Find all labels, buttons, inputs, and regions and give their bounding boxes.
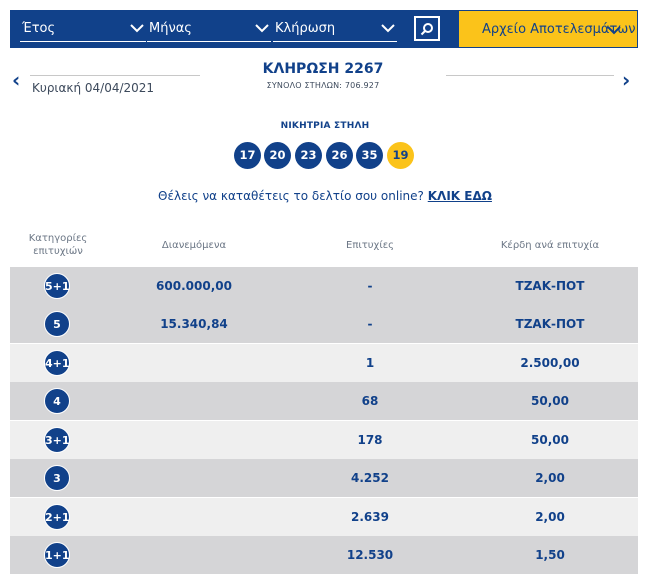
prize-cell: 1,50 <box>535 548 565 562</box>
prize-cell: 2,00 <box>535 510 565 524</box>
total-columns: ΣΥΝΟΛΟ ΣΤΗΛΩΝ: 706.927 <box>266 81 380 90</box>
cta-text: Θέλεις να καταθέτεις το δελτίο σου onlin… <box>158 189 424 203</box>
bonus-ball: 19 <box>387 142 414 169</box>
prize-cell: 50,00 <box>531 433 569 447</box>
winning-column-label: ΝΙΚΗΤΡΙΑ ΣΤΗΛΗ <box>280 121 370 131</box>
category-badge: 4+1 <box>44 350 70 376</box>
number-ball: 23 <box>295 142 322 169</box>
draw-select-label: Κλήρωση <box>275 21 336 36</box>
winners-cell: 1 <box>365 356 375 370</box>
winners-cell: 2.639 <box>351 510 389 524</box>
table-row: 4+1 1 2.500,00 <box>10 344 638 382</box>
table-row: 2+1 2.639 2,00 <box>10 498 638 536</box>
table-header: Κατηγορίες επιτυχιών Διανεμόμενα Επιτυχί… <box>10 226 638 266</box>
results-archive-button[interactable]: Αρχείο Αποτελεσμάτων <box>458 10 638 48</box>
search-icon <box>420 23 433 36</box>
table-row: 5 15.340,84 - ΤΖΑΚ-ΠΟΤ <box>10 305 638 343</box>
prize-cell: 50,00 <box>531 394 569 408</box>
chevron-right-icon[interactable]: › <box>622 68 631 92</box>
month-select[interactable]: Μήνας <box>147 18 271 42</box>
prize-cell: ΤΖΑΚ-ΠΟΤ <box>515 317 585 331</box>
distributed-cell: 600.000,00 <box>156 279 232 293</box>
category-badge: 5+1 <box>44 273 70 299</box>
header-distributed: Διανεμόμενα <box>161 240 227 251</box>
header-winners: Επιτυχίες <box>346 240 394 251</box>
draw-select[interactable]: Κλήρωση <box>273 18 397 42</box>
chevron-down-icon <box>130 24 144 33</box>
divider <box>446 75 614 76</box>
table-row: 1+1 12.530 1,50 <box>10 536 638 574</box>
table-row: 3 4.252 2,00 <box>10 459 638 497</box>
table-row: 3+1 178 50,00 <box>10 421 638 459</box>
category-badge: 3+1 <box>44 427 70 453</box>
winners-cell: 4.252 <box>351 471 389 485</box>
prize-cell: 2,00 <box>535 471 565 485</box>
filter-bar: Έτος Μήνας Κλήρωση Αρχείο Αποτελεσμάτων <box>10 10 638 48</box>
click-here-link[interactable]: ΚΛΙΚ ΕΔΩ <box>427 189 492 203</box>
chevron-down-icon <box>607 26 621 35</box>
header-category: Κατηγορίες επιτυχιών <box>28 233 88 257</box>
distributed-cell: 15.340,84 <box>160 317 228 331</box>
draw-title: ΚΛΗΡΩΣΗ 2267 <box>262 61 384 77</box>
number-ball: 35 <box>356 142 383 169</box>
category-badge: 3 <box>44 465 70 491</box>
chevron-down-icon <box>381 24 395 33</box>
results-archive-label: Αρχείο Αποτελεσμάτων <box>482 22 636 37</box>
header-prize: Κέρδη ανά επιτυχία <box>500 240 600 251</box>
prize-cell: ΤΖΑΚ-ΠΟΤ <box>515 279 585 293</box>
table-row: 5+1 600.000,00 - ΤΖΑΚ-ΠΟΤ <box>10 267 638 305</box>
number-ball: 20 <box>264 142 291 169</box>
draw-date: Κυριακή 04/04/2021 <box>32 81 155 95</box>
winners-cell: - <box>367 317 373 331</box>
month-select-label: Μήνας <box>149 21 192 36</box>
online-ticket-cta: Θέλεις να καταθέτεις το δελτίο σου onlin… <box>0 189 650 203</box>
divider <box>30 75 200 76</box>
winners-cell: - <box>367 279 373 293</box>
category-badge: 1+1 <box>44 542 70 568</box>
number-ball: 17 <box>234 142 261 169</box>
chevron-down-icon <box>255 24 269 33</box>
winners-cell: 178 <box>357 433 383 447</box>
category-badge: 5 <box>44 311 70 337</box>
category-badge: 2+1 <box>44 504 70 530</box>
year-select-label: Έτος <box>22 21 56 36</box>
chevron-left-icon[interactable]: ‹ <box>12 68 21 92</box>
search-button[interactable] <box>414 16 440 41</box>
winners-cell: 12.530 <box>346 548 394 562</box>
winners-cell: 68 <box>361 394 379 408</box>
table-row: 4 68 50,00 <box>10 382 638 420</box>
year-select[interactable]: Έτος <box>20 18 146 42</box>
prize-cell: 2.500,00 <box>520 356 580 370</box>
number-ball: 26 <box>326 142 353 169</box>
category-badge: 4 <box>44 388 70 414</box>
